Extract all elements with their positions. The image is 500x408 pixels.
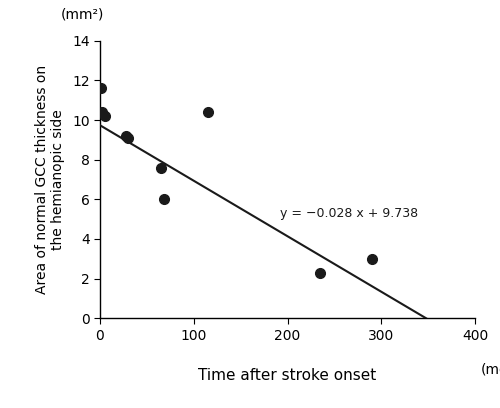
Point: [100, 113, 108, 120]
Text: (mm²): (mm²): [61, 7, 104, 21]
Text: y = −0.028 x + 9.738: y = −0.028 x + 9.738: [280, 207, 418, 220]
Point: [97, 85, 105, 92]
Point: [157, 164, 165, 171]
Point: [204, 109, 212, 115]
Point: [124, 135, 132, 141]
Point: [98, 109, 106, 115]
Point: [160, 196, 168, 203]
Text: (months): (months): [480, 363, 500, 377]
X-axis label: Time after stroke onset: Time after stroke onset: [198, 368, 376, 383]
Point: [316, 269, 324, 276]
Y-axis label: Area of normal GCC thickness on
the hemianopic side: Area of normal GCC thickness on the hemi…: [35, 65, 65, 294]
Point: [122, 133, 130, 139]
Point: [368, 255, 376, 262]
